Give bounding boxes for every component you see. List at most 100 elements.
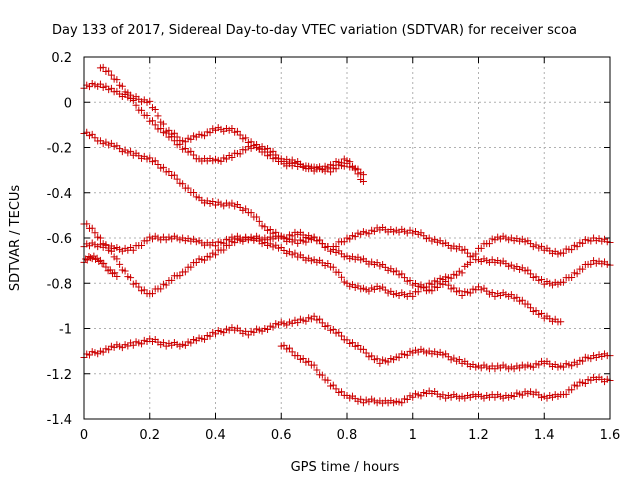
data-point (338, 159, 346, 167)
data-point (403, 396, 411, 404)
data-point (190, 151, 198, 159)
data-point (179, 180, 187, 188)
data-point (212, 251, 219, 259)
data-point (401, 274, 409, 282)
data-point (201, 335, 209, 343)
data-point (453, 271, 461, 279)
data-point (127, 274, 135, 282)
data-point (518, 296, 526, 304)
data-point (392, 267, 400, 275)
data-point (329, 161, 337, 169)
data-point (266, 226, 274, 234)
data-point (113, 255, 121, 263)
data-point (96, 234, 104, 242)
data-point (113, 272, 121, 280)
data-point (332, 385, 340, 393)
data-point (261, 223, 269, 231)
data-point (107, 247, 115, 255)
data-point (118, 82, 126, 90)
data-point (102, 263, 110, 271)
plot-frame (83, 56, 611, 420)
data-point (165, 167, 173, 175)
data-point (242, 134, 250, 142)
data-point (557, 318, 565, 326)
data-point (291, 249, 299, 257)
data-point (157, 285, 165, 293)
data-point (414, 288, 422, 296)
data-point (99, 63, 107, 71)
data-point (507, 291, 515, 299)
data-point (398, 399, 406, 407)
data-point (305, 357, 313, 365)
data-point (206, 253, 214, 261)
data-point (157, 124, 165, 132)
data-point (138, 241, 146, 249)
data-point (143, 112, 151, 120)
data-point (338, 332, 346, 340)
data-point (135, 283, 143, 291)
data-point (255, 217, 263, 225)
data-point (310, 361, 318, 369)
data-point (201, 256, 209, 264)
data-point (335, 268, 343, 276)
data-point (343, 336, 351, 344)
data-point (236, 131, 244, 139)
data-point (154, 112, 162, 120)
data-point (406, 276, 414, 284)
data-point (338, 273, 346, 281)
series-sat-e (80, 220, 614, 298)
data-point (573, 243, 581, 251)
data-point (285, 344, 293, 352)
data-point (170, 137, 178, 145)
data-point (458, 291, 466, 299)
data-point (532, 307, 540, 315)
y-tick-label: -0.2 (47, 142, 72, 157)
data-point (272, 151, 280, 159)
data-point (327, 247, 335, 255)
x-tick-label: 0 (80, 428, 88, 443)
y-axis-label: SDTVAR / TECUs (8, 185, 23, 292)
data-point (181, 268, 189, 276)
data-point (124, 89, 132, 97)
y-tick-label: 0 (64, 96, 72, 111)
data-point (129, 96, 137, 104)
data-point (351, 164, 359, 172)
data-point (581, 379, 589, 387)
data-point (87, 254, 95, 262)
data-point (524, 300, 532, 308)
data-point (190, 188, 198, 196)
data-point (395, 354, 403, 362)
data-point (318, 240, 326, 248)
data-points (80, 63, 614, 407)
data-point (428, 287, 436, 295)
y-tick-label: -1.4 (47, 413, 72, 428)
data-point (359, 171, 367, 179)
data-point (579, 265, 587, 273)
x-tick-label: 1.4 (534, 428, 555, 443)
data-point (225, 241, 233, 249)
data-point (362, 349, 370, 357)
data-point (176, 272, 184, 280)
data-point (181, 144, 189, 152)
data-point (329, 325, 337, 333)
data-point (294, 352, 302, 360)
data-point (568, 386, 576, 394)
data-point (538, 276, 546, 284)
data-point (206, 332, 214, 340)
data-point (348, 339, 356, 347)
data-point (464, 249, 472, 257)
y-tick-label: -0.4 (47, 187, 72, 202)
data-point (192, 259, 200, 267)
y-tick-label: 0.2 (51, 51, 72, 66)
data-point (111, 269, 119, 277)
data-point (105, 67, 113, 75)
x-tick-label: 0.6 (271, 428, 292, 443)
data-point (485, 240, 493, 248)
x-tick-label: 1 (409, 428, 417, 443)
data-point (573, 270, 581, 278)
data-point (327, 168, 335, 176)
data-point (579, 239, 587, 247)
data-point (338, 388, 346, 396)
data-point (100, 259, 108, 267)
